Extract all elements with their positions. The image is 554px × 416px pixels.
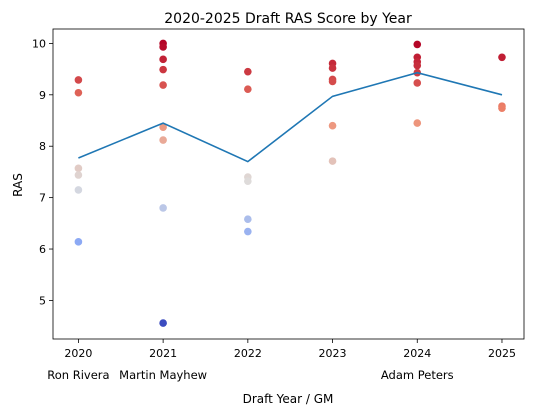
plot-area: 2020 2021 2022 2023 2024 2025 5 6 7 8 9 10 Ron River… xyxy=(32,28,525,382)
scatter-point xyxy=(74,76,83,84)
x-tick-label: 2021 xyxy=(149,347,177,360)
scatter-point xyxy=(328,121,337,130)
scatter-point xyxy=(74,186,83,194)
scatter-point xyxy=(244,85,252,93)
scatter-point xyxy=(159,319,167,327)
scatter-point xyxy=(328,157,337,165)
scatter-point xyxy=(159,55,167,64)
x-axis-label: Draft Year / GM xyxy=(243,392,334,406)
scatter-point xyxy=(159,43,167,51)
y-tick-label: 8 xyxy=(39,140,46,153)
scatter-point xyxy=(159,65,167,74)
scatter-point xyxy=(159,204,167,212)
y-tick-label: 5 xyxy=(39,294,46,307)
scatter-point xyxy=(413,61,422,70)
scatter-point xyxy=(498,53,506,62)
scatter-point xyxy=(74,164,83,173)
y-tick-label: 7 xyxy=(39,192,46,205)
gm-label: Ron Rivera xyxy=(47,368,109,382)
scatter-point xyxy=(413,119,422,127)
scatter-point xyxy=(244,67,252,76)
scatter-point xyxy=(74,88,83,97)
scatter-point xyxy=(244,215,252,224)
scatter-point xyxy=(159,123,167,131)
average-line xyxy=(78,71,503,163)
scatter-point xyxy=(413,79,422,87)
x-tick-label: 2020 xyxy=(64,347,92,360)
scatter-point xyxy=(159,81,167,89)
chart-title: 2020-2025 Draft RAS Score by Year xyxy=(164,11,412,27)
scatter-point xyxy=(328,77,337,86)
x-tick-label: 2022 xyxy=(234,347,262,360)
gm-label: Adam Peters xyxy=(381,368,454,382)
scatter-point xyxy=(244,177,252,185)
y-tick-label: 6 xyxy=(39,243,46,256)
y-axis-label: RAS xyxy=(11,173,25,197)
scatter-point xyxy=(328,64,337,72)
x-tick-label: 2024 xyxy=(403,347,431,360)
axes-frame xyxy=(52,28,525,340)
scatter-point xyxy=(159,136,167,144)
scatter-point xyxy=(244,227,252,236)
scatter-point xyxy=(498,104,506,112)
scatter-point xyxy=(74,171,83,179)
gm-label: Martin Mayhew xyxy=(119,368,207,382)
x-tick-label: 2025 xyxy=(488,347,516,360)
y-tick-label: 10 xyxy=(32,37,46,50)
y-tick-label: 9 xyxy=(39,89,46,102)
scatter-point xyxy=(413,40,422,49)
scatter-point xyxy=(74,238,83,246)
x-tick-label: 2023 xyxy=(319,347,347,360)
